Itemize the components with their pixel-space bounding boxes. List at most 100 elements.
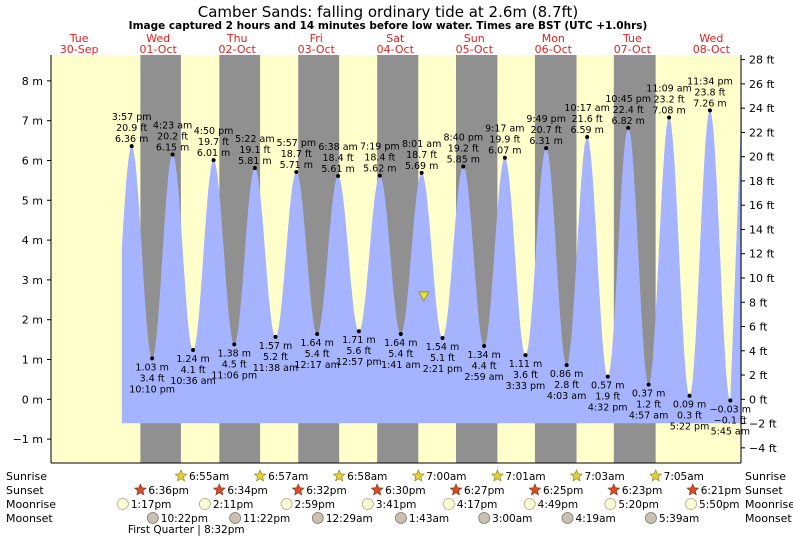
sunset-star-icon	[686, 483, 700, 496]
extreme-m-label: 1.24 m	[176, 354, 209, 365]
moonrise-icon	[685, 498, 697, 510]
moonset-time: 10:22pm	[161, 513, 208, 525]
sunrise-star-icon	[253, 469, 267, 482]
sunset-star-icon	[449, 483, 463, 496]
extreme-time-label: 11:34 pm	[687, 76, 733, 87]
extreme-m-label: 1.54 m	[426, 342, 459, 353]
right-axis-tick-label: 8 ft	[749, 296, 768, 309]
extreme-time-label: 4:32 pm	[588, 403, 628, 414]
extreme-m-label: 6.36 m	[115, 134, 148, 145]
right-axis-tick-label: 10 ft	[749, 272, 775, 285]
day-name-label: Tue	[69, 32, 89, 45]
right-axis-tick-label: 22 ft	[749, 126, 775, 139]
current-tide-marker	[418, 291, 430, 302]
left-axis-tick-label: 8 m	[22, 75, 43, 88]
extreme-ft-label: 23.2 ft	[654, 94, 685, 105]
extreme-ft-label: 5.2 ft	[263, 352, 288, 363]
day-name-label: Wed	[146, 32, 170, 45]
extreme-time-label: 7:19 pm	[360, 142, 400, 153]
moonset-icon	[645, 512, 657, 524]
sunrise-time: 7:00am	[426, 471, 466, 483]
extreme-time-label: 6:38 am	[318, 142, 357, 153]
extreme-point	[523, 353, 528, 358]
extreme-m-label: 1.34 m	[467, 350, 500, 361]
date-label: 03-Oct	[298, 43, 336, 56]
extreme-m-label: 5.69 m	[405, 161, 438, 172]
extreme-ft-label: 5.4 ft	[305, 349, 330, 360]
right-axis-tick-label: 12 ft	[749, 248, 775, 261]
moonset-time: 4:19am	[576, 513, 616, 525]
extreme-m-label: 6.15 m	[156, 143, 189, 154]
moonrise-time: 2:11pm	[213, 499, 253, 511]
extreme-point	[273, 334, 278, 339]
sunset-time: 6:25pm	[543, 485, 583, 497]
moonset-icon	[395, 512, 407, 524]
extreme-time-label: 12:17 am	[294, 360, 339, 371]
sunset-time: 6:21pm	[701, 485, 741, 497]
sunrise-row-label-left: Sunrise	[6, 470, 47, 483]
extreme-point	[191, 347, 196, 352]
sunset-star-icon	[607, 483, 621, 496]
extreme-time-label: 5:22 pm	[670, 422, 710, 433]
sunrise-time: 7:03am	[585, 471, 625, 483]
moonrise-time: 4:49pm	[538, 499, 578, 511]
extreme-ft-label: 19.1 ft	[239, 145, 270, 156]
moonset-row-label-right: Moonset	[745, 512, 792, 525]
extreme-m-label: −0.03 m	[710, 405, 751, 416]
extreme-m-label: 5.85 m	[447, 154, 480, 165]
right-axis-tick-label: −4 ft	[749, 442, 777, 455]
extreme-time-label: 9:49 pm	[526, 114, 566, 125]
extreme-point	[564, 363, 569, 368]
chart-subtitle: Image captured 2 hours and 14 minutes be…	[129, 20, 648, 32]
extreme-ft-label: 20.7 ft	[531, 125, 562, 136]
extreme-ft-label: 5.4 ft	[388, 349, 413, 360]
extreme-ft-label: 18.4 ft	[364, 153, 395, 164]
extreme-time-label: 11:38 am	[253, 363, 298, 374]
extreme-time-label: 5:45 am	[711, 427, 750, 438]
sunset-star-icon	[370, 483, 384, 496]
extreme-point	[377, 173, 382, 178]
moonrise-row-label-left: Moonrise	[6, 498, 56, 511]
left-axis-tick-label: 4 m	[22, 234, 43, 247]
moon-phase-label: First Quarter | 8:32pm	[128, 524, 245, 536]
extreme-ft-label: 20.9 ft	[116, 123, 147, 134]
extreme-ft-label: 5.6 ft	[346, 346, 371, 357]
day-name-label: Thu	[226, 32, 248, 45]
moonset-time: 1:43am	[409, 513, 449, 525]
moonset-time: 3:00am	[492, 513, 532, 525]
right-axis-tick-label: 2 ft	[749, 369, 768, 382]
extreme-point	[419, 170, 424, 175]
extreme-point	[170, 152, 175, 157]
sunset-time: 6:32pm	[306, 485, 346, 497]
left-axis-tick-label: 3 m	[22, 274, 43, 287]
extreme-ft-label: 5.1 ft	[430, 353, 455, 364]
right-axis-tick-label: 28 ft	[749, 54, 775, 67]
extreme-m-label: 1.03 m	[135, 362, 168, 373]
extreme-ft-label: 4.1 ft	[181, 365, 206, 376]
right-axis-tick-label: 0 ft	[749, 393, 768, 406]
extreme-time-label: 10:17 am	[564, 103, 609, 114]
right-axis-tick-label: −2 ft	[749, 418, 777, 431]
extreme-ft-label: 1.9 ft	[595, 392, 620, 403]
extreme-ft-label: 2.8 ft	[554, 380, 579, 391]
moonrise-icon	[280, 498, 293, 510]
extreme-m-label: 0.86 m	[550, 369, 583, 380]
extreme-m-label: 6.01 m	[197, 148, 230, 159]
sunrise-time: 6:57am	[268, 471, 308, 483]
sunset-time: 6:30pm	[385, 485, 425, 497]
sunrise-time: 6:58am	[347, 471, 387, 483]
extreme-m-label: 5.62 m	[363, 164, 396, 175]
right-axis-tick-label: 6 ft	[749, 321, 768, 334]
date-label: 08-Oct	[693, 43, 731, 56]
extreme-m-label: 7.26 m	[693, 98, 726, 109]
extreme-time-label: 9:17 am	[485, 124, 524, 135]
extreme-time-label: 3:33 pm	[506, 381, 546, 392]
extreme-point	[440, 336, 445, 341]
right-axis-tick-label: 14 ft	[749, 223, 775, 236]
moonrise-time: 2:59pm	[295, 499, 335, 511]
sunrise-time: 7:05am	[664, 471, 704, 483]
day-name-label: Fri	[310, 32, 323, 45]
extreme-time-label: 11:09 am	[646, 83, 691, 94]
extreme-ft-label: 21.6 ft	[572, 114, 603, 125]
